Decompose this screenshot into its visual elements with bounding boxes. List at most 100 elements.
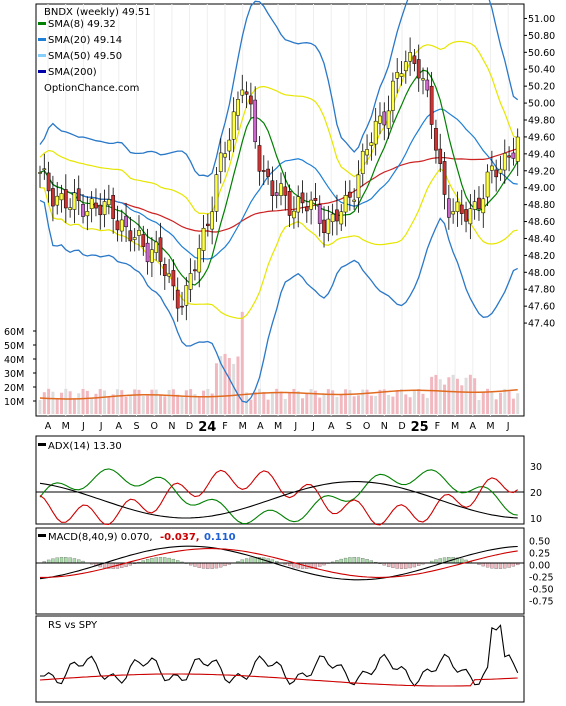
volume-bar — [68, 391, 72, 414]
volume-bar — [473, 378, 477, 414]
x-axis-label: N — [381, 421, 388, 432]
candle-body — [72, 192, 77, 210]
adx-tick-label: 20 — [530, 488, 542, 499]
volume-bar — [344, 389, 348, 414]
volume-bar — [167, 389, 171, 414]
candle-body — [373, 120, 378, 145]
volume-bar — [38, 400, 42, 414]
volume-bar — [322, 394, 326, 414]
adx-lines — [39, 468, 519, 526]
candle-body — [322, 219, 326, 234]
candle-body — [46, 172, 51, 192]
macd-hist-bar — [494, 562, 498, 569]
candle-body — [382, 111, 387, 126]
macd-hist-bar — [412, 562, 417, 568]
candle-body — [128, 230, 133, 242]
candle-body — [507, 155, 511, 158]
macd-tick-label: 0.50 — [529, 537, 550, 548]
bollinger-upper — [39, 0, 519, 178]
candle-body — [511, 152, 516, 159]
adx-label: ADX(14) 13.30 — [48, 441, 122, 452]
macd-hist-bar — [68, 557, 72, 564]
adx-tick-label: 10 — [530, 514, 542, 525]
candle-body — [498, 168, 503, 174]
volume-bar — [206, 388, 210, 414]
volume-bar — [374, 395, 378, 414]
candle-body — [244, 91, 249, 95]
candle-body — [55, 195, 60, 206]
x-axis-label: J — [99, 421, 103, 432]
candle-body — [369, 142, 374, 146]
candle-body — [391, 80, 395, 111]
candle-body — [38, 172, 42, 174]
candle-body — [175, 289, 180, 309]
candle-body — [261, 170, 266, 172]
candle-body — [197, 248, 202, 273]
volume-bar — [421, 393, 425, 414]
macd-hist-bar — [206, 562, 210, 569]
volume-bar — [382, 389, 386, 414]
price-tick-label: 49.20 — [528, 166, 555, 177]
macd-hist-bar — [59, 557, 64, 564]
adx-panel-frame — [35, 435, 525, 525]
price-tick-label: 50.40 — [528, 65, 555, 76]
candle-body — [115, 220, 120, 231]
macd-swatch — [38, 534, 46, 537]
volume-bar — [137, 389, 141, 414]
volume-bar — [464, 377, 468, 414]
volume-bar — [197, 397, 201, 414]
macd-hist-bar — [158, 557, 163, 564]
volume-bar — [451, 374, 455, 414]
candle-body — [446, 198, 451, 218]
candle-body — [253, 99, 258, 143]
volume-bar — [486, 388, 490, 414]
volume-bar — [339, 394, 343, 414]
x-axis-label: J — [506, 421, 510, 432]
price-tick-label: 50.80 — [528, 31, 555, 42]
candle-body — [403, 61, 408, 72]
candle-body — [494, 169, 499, 178]
candle-body — [365, 149, 369, 156]
macd-hist-bar — [292, 562, 296, 568]
candle-body — [304, 206, 309, 212]
volume-y-ticks: 60M 50M 40M 30M 20M 10M — [4, 327, 36, 408]
candle-body — [279, 183, 283, 196]
volume-bar — [305, 393, 309, 414]
volume-bar — [296, 391, 300, 414]
candle-body — [317, 204, 322, 224]
x-axis-label: A — [45, 421, 52, 432]
volume-bar — [124, 396, 128, 414]
volume-bar — [270, 392, 274, 414]
candle-body — [348, 191, 352, 198]
macd-tick-label: -0.50 — [529, 585, 554, 596]
candle-body — [158, 237, 163, 262]
macd-hist-bar — [503, 562, 507, 569]
legend-swatch-sma50 — [38, 54, 46, 57]
volume-bar — [94, 393, 98, 414]
volume-bar — [301, 398, 305, 414]
candle-body — [442, 161, 447, 195]
candle-body — [154, 241, 159, 253]
volume-bar — [249, 399, 253, 414]
volume-bar — [395, 390, 399, 414]
volume-bar — [443, 384, 447, 414]
price-tick-label: 47.40 — [528, 319, 555, 330]
x-axis-label: O — [363, 421, 370, 432]
macd-hist-bar — [145, 559, 150, 564]
x-axis-label: J — [311, 421, 315, 432]
macd-hist-bar — [163, 557, 167, 564]
volume-bar — [468, 374, 472, 414]
volume-bar — [107, 397, 111, 414]
candle-body — [485, 171, 490, 198]
macd-hist-bar — [490, 562, 494, 569]
candle-body — [180, 305, 184, 308]
price-tick-label: 48.20 — [528, 251, 555, 262]
volume-bar — [279, 391, 283, 414]
price-tick-label: 48.80 — [528, 200, 555, 211]
rs-label: RS vs SPY — [48, 620, 98, 631]
x-axis-label: M — [451, 421, 459, 432]
candle-body — [477, 197, 481, 210]
volume-bar — [400, 389, 403, 414]
candle-body — [300, 192, 305, 204]
candle-body — [399, 73, 404, 77]
